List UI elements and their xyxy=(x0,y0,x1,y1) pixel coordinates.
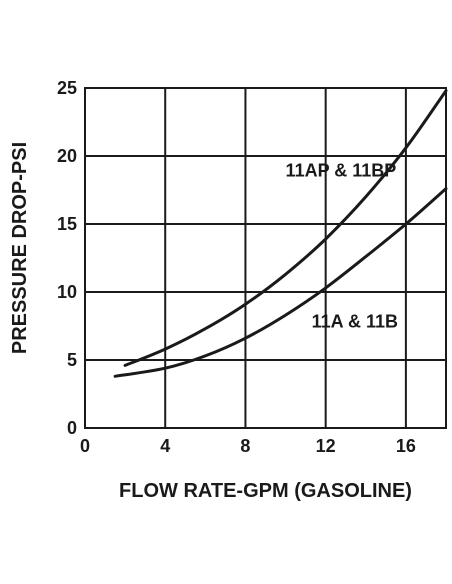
x-tick-label: 8 xyxy=(240,436,250,456)
series-line-upper xyxy=(123,89,448,367)
series-line-lower xyxy=(113,187,448,378)
series-label: 11A & 11B xyxy=(312,311,398,331)
series-label: 11AP & 11BP xyxy=(286,160,397,180)
y-axis-title: PRESSURE DROP-PSI xyxy=(9,142,31,354)
y-tick-label: 25 xyxy=(57,78,77,98)
tick-labels: 0 4 8 12 16 0 5 10 15 20 25 xyxy=(57,78,416,456)
y-tick-label: 10 xyxy=(57,282,77,302)
y-tick-label: 15 xyxy=(57,214,77,234)
y-tick-label: 5 xyxy=(67,350,77,370)
grid xyxy=(85,88,446,428)
series-labels: 11AP & 11BP 11A & 11B xyxy=(286,160,398,331)
x-tick-label: 0 xyxy=(80,436,90,456)
y-tick-label: 20 xyxy=(57,146,77,166)
x-tick-label: 16 xyxy=(396,436,416,456)
x-tick-label: 12 xyxy=(316,436,336,456)
series-lines xyxy=(113,89,448,378)
x-tick-label: 4 xyxy=(160,436,170,456)
x-axis-title: FLOW RATE-GPM (GASOLINE) xyxy=(119,480,412,502)
plot-frame xyxy=(84,87,447,429)
y-tick-label: 0 xyxy=(67,418,77,438)
